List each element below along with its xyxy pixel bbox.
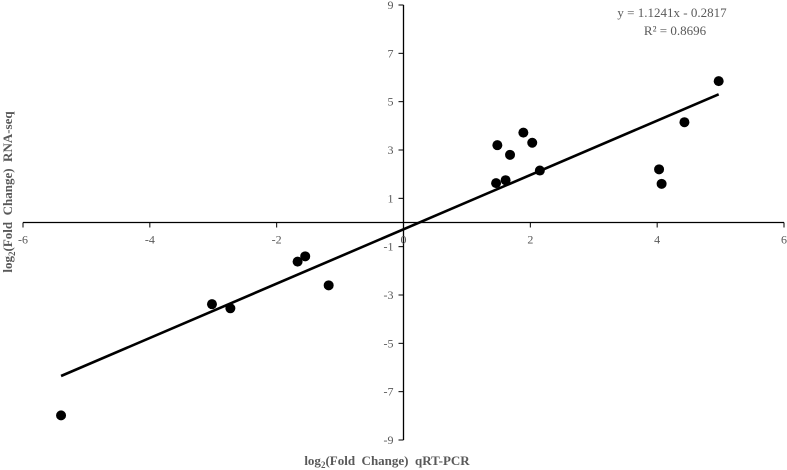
x-tick-label: 0 <box>401 233 407 247</box>
y-tick-label: -3 <box>384 288 394 302</box>
x-axis-title-suffix: (Fold Change) qRT-PCR <box>325 453 470 468</box>
data-points <box>56 76 724 421</box>
x-tick-label: 6 <box>781 233 787 247</box>
x-axis-title-prefix: log <box>304 453 321 468</box>
data-point <box>491 178 502 189</box>
data-point <box>56 410 67 421</box>
data-point <box>713 76 724 87</box>
y-tick-label: -7 <box>384 385 394 399</box>
trendline <box>60 93 720 378</box>
equation-label: y = 1.1241x - 0.2817 <box>617 5 727 20</box>
data-point <box>500 175 511 186</box>
data-point <box>654 164 665 175</box>
x-tick-label: 2 <box>527 233 533 247</box>
x-tick-label: -2 <box>272 233 282 247</box>
x-axis-title-subscript: 2 <box>321 460 326 470</box>
tick-labels: -6 -4 -2 0 2 4 6 -9 -7 -5 -3 -1 1 3 5 7 9 <box>18 0 787 447</box>
data-point <box>225 303 236 314</box>
data-point <box>534 165 545 176</box>
data-point <box>679 117 690 128</box>
x-tick-label: -6 <box>18 233 28 247</box>
data-point <box>300 251 311 262</box>
y-tick-label: 3 <box>388 143 394 157</box>
y-tick-label: 5 <box>388 95 394 109</box>
data-point <box>323 280 334 291</box>
r-squared-label: R² = 0.8696 <box>644 23 707 38</box>
data-point <box>656 178 667 189</box>
data-point <box>505 149 516 160</box>
y-tick-label: 1 <box>388 191 394 205</box>
y-tick-label: -5 <box>384 336 394 350</box>
data-point <box>292 256 303 267</box>
data-point <box>518 127 529 138</box>
x-tick-label: 4 <box>654 233 660 247</box>
y-axis-title-subscript: 2 <box>7 251 17 256</box>
y-tick-label: -1 <box>384 240 394 254</box>
trendline-group <box>60 93 720 378</box>
y-axis-title: log2(Fold Change) RNA-seq <box>0 111 17 273</box>
data-point <box>206 299 217 310</box>
x-axis-title: log2(Fold Change) qRT-PCR <box>304 453 470 470</box>
axes <box>22 4 785 441</box>
data-point <box>492 140 503 151</box>
y-tick-label: -9 <box>384 433 394 447</box>
data-point <box>527 137 538 148</box>
y-tick-label: 7 <box>388 46 394 60</box>
y-tick-label: 9 <box>388 0 394 12</box>
y-axis-title-prefix: log <box>0 256 15 273</box>
y-axis-title-suffix: (Fold Change) RNA-seq <box>0 111 15 252</box>
x-tick-label: -4 <box>145 233 155 247</box>
